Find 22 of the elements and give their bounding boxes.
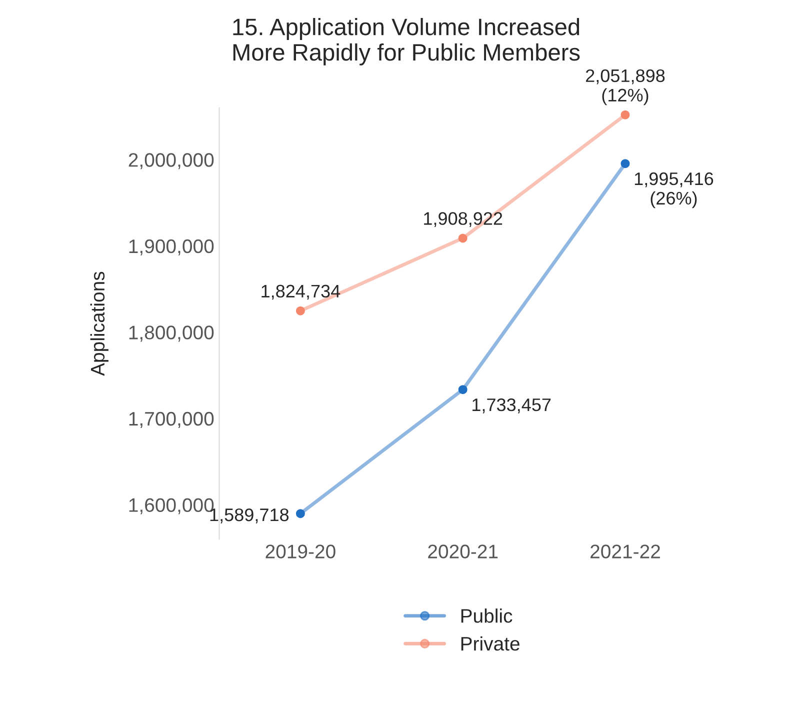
- data-label: 2,051,898 (12%): [586, 69, 665, 106]
- chart-title: 15. Application Volume Increased More Rapidly for Public Members: [233, 18, 580, 66]
- x-tick-label: 2020-21: [428, 544, 498, 558]
- point: [620, 159, 630, 168]
- legend-label: Public: [461, 608, 512, 623]
- point: [620, 110, 630, 120]
- legend-label: Private: [461, 636, 520, 651]
- y-tick-label: 1,800,000: [129, 326, 214, 342]
- x-tick-label: 2019-20: [266, 544, 336, 558]
- y-axis-title: Applications: [90, 272, 108, 376]
- data-label: 1,733,457: [472, 398, 551, 414]
- point: [458, 234, 468, 243]
- data-label: 1,908,922: [424, 212, 502, 228]
- point: [458, 385, 468, 394]
- y-tick-label: 1,700,000: [129, 412, 214, 428]
- data-label: 1,995,416 (26%): [634, 172, 714, 208]
- data-label: 1,824,734: [262, 284, 340, 300]
- x-tick-label: 2021-22: [590, 544, 660, 558]
- point: [296, 509, 305, 518]
- y-tick-label: 2,000,000: [128, 153, 214, 170]
- y-tick-label: 1,900,000: [129, 239, 214, 256]
- point: [296, 306, 305, 316]
